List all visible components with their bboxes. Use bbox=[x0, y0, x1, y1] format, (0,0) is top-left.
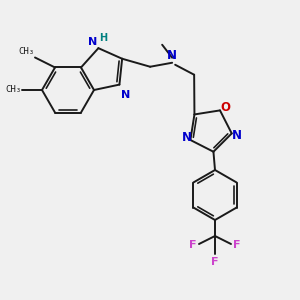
Text: O: O bbox=[220, 101, 230, 114]
Text: N: N bbox=[232, 129, 242, 142]
Text: CH₃: CH₃ bbox=[18, 47, 34, 56]
Text: F: F bbox=[233, 240, 241, 250]
Text: F: F bbox=[190, 240, 197, 250]
Text: N: N bbox=[122, 90, 131, 100]
Text: N: N bbox=[182, 131, 191, 145]
Text: N: N bbox=[167, 49, 177, 62]
Text: H: H bbox=[99, 33, 107, 43]
Text: CH₃: CH₃ bbox=[5, 85, 21, 94]
Text: F: F bbox=[211, 257, 219, 267]
Text: N: N bbox=[88, 37, 98, 47]
